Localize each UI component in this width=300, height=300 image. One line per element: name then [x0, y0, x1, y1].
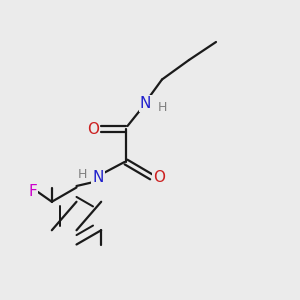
- Text: H: H: [157, 100, 167, 114]
- Text: H: H: [78, 168, 87, 181]
- Text: O: O: [87, 122, 99, 136]
- Text: F: F: [28, 184, 37, 200]
- Text: O: O: [153, 169, 165, 184]
- Text: N: N: [93, 169, 104, 184]
- Text: N: N: [140, 96, 151, 111]
